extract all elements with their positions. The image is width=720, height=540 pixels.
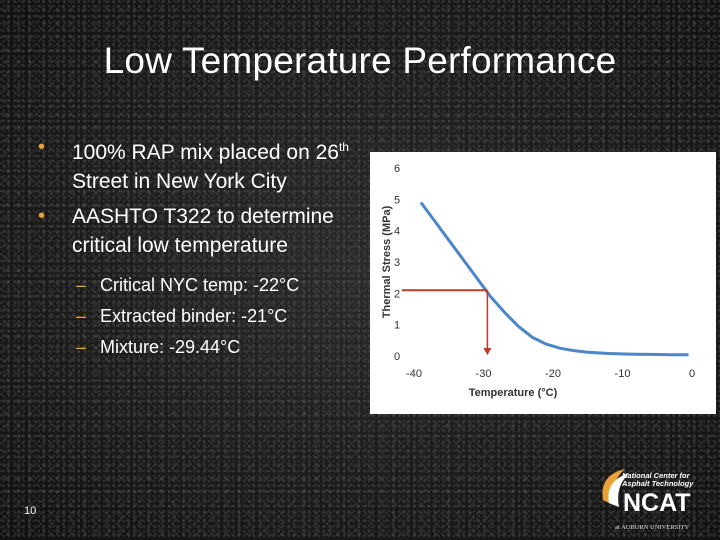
page-number: 10 [24,505,37,517]
logo-acronym: NCAT [623,489,691,517]
y-tick-label: 2 [394,288,400,300]
y-tick-label: 4 [394,226,400,238]
ncat-logo: National Center for Asphalt Technology N… [602,469,694,531]
y-tick-label: 5 [394,194,400,206]
sub-bullet-text-3: Mixture: -29.44°C [100,337,241,357]
bullet-item: • AASHTO T322 to determine critical low … [38,202,368,260]
x-tick-label: -20 [545,368,561,380]
sub-bullet-item: – Extracted binder: -21°C [38,305,368,327]
bullet-text-2: AASHTO T322 to determine critical low te… [72,205,334,257]
bullet-icon: • [38,136,46,158]
bullet-item: • 100% RAP mix placed on 26th Street in … [38,133,368,196]
x-axis-label: Temperature (°C) [469,387,558,399]
thermal-stress-chart: 0 1 2 3 4 5 6 -40 -30 -20 -10 0 Temperature (°C) Ther… [370,152,716,414]
y-axis-label: Thermal Stress (MPa) [381,205,393,318]
y-tick-label: 0 [394,351,400,363]
arrow-down-icon [483,348,492,355]
thermal-stress-line [419,201,689,357]
sub-bullet-item: – Critical NYC temp: -22°C [38,274,368,296]
bullet-text-1b: Street in New York City [72,170,287,193]
logo-swoosh-icon [602,469,625,505]
dash-icon: – [76,337,87,357]
dash-icon: – [76,306,87,326]
bullet-text-1-sup: th [338,140,349,154]
chart-svg: 0 1 2 3 4 5 6 -40 -30 -20 -10 0 Temperature (°C) Ther… [381,163,695,399]
sub-bullet-item: – Mixture: -29.44°C [38,336,368,358]
logo-line1: National Center for [622,471,691,480]
y-tick-label: 3 [394,257,400,269]
slide-title: Low Temperature Performance [103,40,617,81]
bullet-list: • 100% RAP mix placed on 26th Street in … [38,133,368,367]
sub-bullet-text-2: Extracted binder: -21°C [100,306,288,326]
y-tick-label: 6 [394,163,400,175]
dash-icon: – [76,275,87,295]
logo-road-icon [608,473,629,507]
logo-line2: Asphalt Technology [621,479,694,488]
x-tick-label: 0 [689,368,695,380]
y-tick-label: 1 [394,320,400,332]
bullet-icon: • [38,205,46,227]
x-tick-label: -40 [406,368,422,380]
x-tick-label: -30 [476,368,492,380]
logo-footer: at AUBURN UNIVERSITY [615,524,689,531]
x-tick-label: -10 [615,368,631,380]
sub-bullet-text-1: Critical NYC temp: -22°C [100,275,300,295]
bullet-text-1: 100% RAP mix placed on 26 [72,141,339,164]
